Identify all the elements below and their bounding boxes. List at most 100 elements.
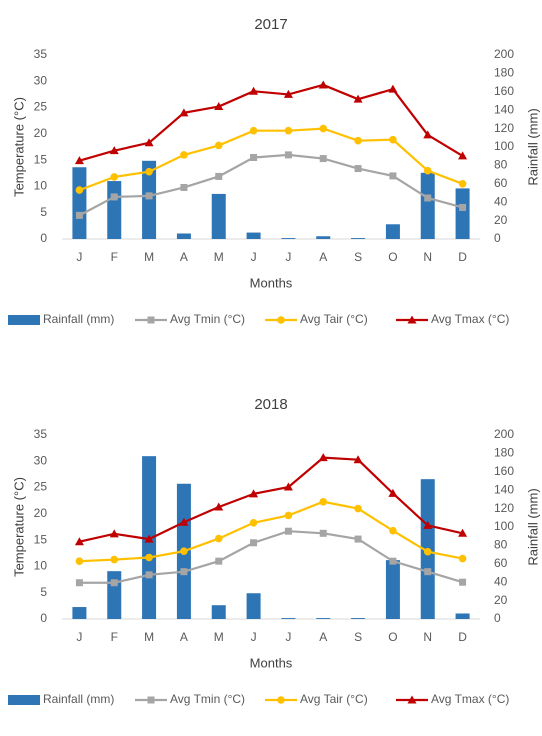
y2-tick-label: 60 <box>494 176 508 190</box>
marker <box>319 155 327 163</box>
y2-tick-label: 140 <box>494 102 514 116</box>
marker <box>74 537 84 546</box>
marker <box>215 557 223 565</box>
legend-swatch <box>8 315 40 325</box>
x-tick-label: F <box>111 250 118 264</box>
marker <box>354 165 362 173</box>
marker <box>423 547 432 556</box>
marker <box>214 141 223 150</box>
x-tick-label: M <box>214 250 224 264</box>
x-tick-label: S <box>354 250 362 264</box>
marker <box>388 488 398 497</box>
y2-tick-label: 0 <box>494 611 501 625</box>
y2-tick-label: 160 <box>494 84 514 98</box>
y2-tick-label: 180 <box>494 446 514 460</box>
legend-label: Avg Tair (°C) <box>300 312 368 326</box>
y2-tick-label: 140 <box>494 482 514 496</box>
marker <box>458 554 467 563</box>
y-tick-label: 15 <box>34 152 48 166</box>
y2-tick-label: 120 <box>494 501 514 515</box>
line <box>79 456 463 543</box>
y2-tick-label: 100 <box>494 519 514 533</box>
x-tick-label: M <box>144 250 154 264</box>
marker <box>319 529 327 537</box>
marker <box>215 172 223 180</box>
y-axis-title: Temperature (°C) <box>11 477 26 577</box>
marker <box>180 568 188 576</box>
marker <box>277 316 285 324</box>
legend-label: Rainfall (mm) <box>43 692 114 706</box>
marker <box>250 154 258 162</box>
marker <box>180 151 188 159</box>
x-axis-title: Months <box>250 655 293 670</box>
marker <box>249 489 259 498</box>
x-tick-label: J <box>285 250 291 264</box>
marker <box>458 151 468 160</box>
y-tick-label: 35 <box>34 47 48 61</box>
marker <box>144 138 154 147</box>
marker <box>389 557 397 565</box>
legend-label: Avg Tmin (°C) <box>170 692 245 706</box>
bar <box>316 236 331 239</box>
marker <box>110 579 118 587</box>
y2-axis-title: Rainfall (mm) <box>525 488 540 565</box>
y-tick-label: 30 <box>34 73 48 87</box>
y-tick-label: 35 <box>34 427 48 441</box>
legend-label: Avg Tmax (°C) <box>431 312 509 326</box>
y-tick-label: 20 <box>34 126 48 140</box>
x-tick-label: A <box>180 250 188 264</box>
y-tick-label: 30 <box>34 453 48 467</box>
marker <box>180 183 188 191</box>
marker <box>389 526 397 535</box>
marker <box>319 497 328 506</box>
marker <box>319 124 328 133</box>
y2-tick-label: 40 <box>494 194 508 208</box>
x-tick-label: N <box>423 630 432 644</box>
y-tick-label: 0 <box>40 611 47 625</box>
bar <box>351 618 366 619</box>
marker <box>353 94 363 103</box>
y-tick-label: 25 <box>34 480 48 494</box>
bar <box>385 224 400 239</box>
y-tick-label: 5 <box>40 585 47 599</box>
line <box>79 500 463 563</box>
x-tick-label: M <box>144 630 154 644</box>
x-tick-label: J <box>76 630 82 644</box>
marker <box>180 547 188 555</box>
y-tick-label: 25 <box>34 100 48 114</box>
legend-label: Avg Tmax (°C) <box>431 692 509 706</box>
x-tick-label: O <box>388 250 397 264</box>
marker <box>75 579 83 587</box>
legend-swatch <box>8 695 40 705</box>
marker <box>74 156 84 165</box>
marker <box>110 193 118 201</box>
x-tick-label: N <box>423 250 432 264</box>
bar <box>142 160 157 239</box>
marker <box>424 194 432 202</box>
marker <box>424 568 432 576</box>
marker <box>318 80 328 89</box>
y2-tick-label: 20 <box>494 593 508 607</box>
bar <box>455 188 470 239</box>
bar <box>455 613 470 619</box>
marker <box>459 203 467 211</box>
x-tick-label: J <box>251 250 257 264</box>
marker <box>389 172 397 180</box>
marker <box>458 528 468 537</box>
marker <box>145 571 153 579</box>
line <box>79 83 464 162</box>
marker <box>109 146 119 155</box>
bar <box>420 172 435 239</box>
marker <box>354 136 362 145</box>
marker <box>459 578 467 586</box>
bar <box>176 233 191 239</box>
bar <box>72 607 87 619</box>
y-tick-label: 10 <box>34 179 48 193</box>
x-tick-label: O <box>388 630 397 644</box>
line <box>78 153 463 217</box>
marker <box>389 135 397 144</box>
marker <box>110 173 119 181</box>
marker <box>214 534 223 543</box>
marker <box>179 517 189 526</box>
